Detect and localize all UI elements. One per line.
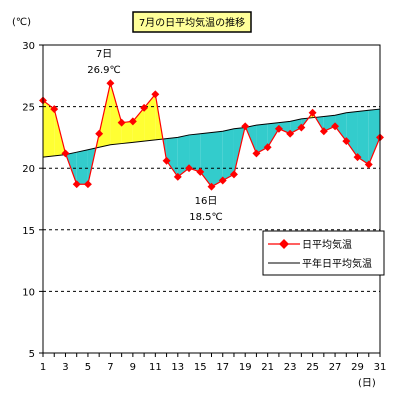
- fill-segment: [43, 100, 55, 158]
- y-tick-labels: 5 10 15 20 25 30: [22, 41, 35, 360]
- daily-point: [263, 143, 272, 152]
- daily-point: [241, 122, 250, 131]
- fill-segment: [99, 83, 111, 148]
- legend-daily-marker: [279, 239, 289, 249]
- daily-point: [117, 118, 126, 127]
- y-tick-label: 15: [22, 226, 35, 237]
- daily-point: [218, 176, 227, 185]
- daily-point: [319, 127, 328, 136]
- daily-point: [83, 180, 92, 189]
- daily-point: [196, 167, 205, 176]
- x-tick-label: 19: [239, 362, 252, 373]
- x-tick-label: 31: [374, 362, 387, 373]
- legend-daily-label: 日平均気温: [302, 238, 352, 251]
- fill-segment: [256, 123, 268, 154]
- daily-point: [364, 160, 373, 169]
- fill-segment: [132, 107, 145, 143]
- fill-segment: [222, 128, 234, 181]
- normal-series: [42, 108, 381, 158]
- fill-segment: [166, 137, 178, 177]
- x-tick-label: 21: [261, 362, 274, 373]
- fill-segment: [189, 133, 201, 172]
- fill-segment: [200, 132, 212, 187]
- x-tick-label: 29: [351, 362, 364, 373]
- daily-point: [151, 90, 160, 99]
- annotation-max-value: 26.9℃: [87, 65, 121, 76]
- annotation-max-day: 7日: [96, 49, 112, 60]
- x-tick-label: 25: [306, 362, 319, 373]
- x-tick-label: 7: [107, 362, 113, 373]
- title-box: [132, 11, 252, 33]
- gridlines: [43, 106, 380, 292]
- fill-segment: [278, 121, 291, 134]
- daily-point: [162, 156, 171, 165]
- y-tick-label: 30: [22, 41, 35, 52]
- daily-point: [185, 164, 193, 173]
- daily-series: [39, 79, 384, 191]
- daily-point: [353, 153, 362, 162]
- fill-segment: [346, 111, 358, 158]
- fill-segment: [110, 83, 122, 145]
- daily-point: [173, 172, 182, 181]
- fill-segment: [211, 131, 223, 187]
- x-tick-label: 23: [284, 362, 297, 373]
- normal-series-line: [42, 108, 381, 158]
- fill-segment: [177, 134, 190, 177]
- daily-point: [252, 149, 261, 158]
- y-tick-label: 20: [22, 164, 35, 175]
- x-tick-label: 17: [216, 362, 229, 373]
- x-tick-label: 11: [149, 362, 162, 373]
- x-tick-label: 5: [85, 362, 91, 373]
- x-axis-unit: (日): [358, 378, 376, 389]
- annotation-min-value: 18.5℃: [189, 212, 223, 223]
- fill-segment: [357, 110, 369, 165]
- x-tick-label: 27: [329, 362, 342, 373]
- difference-fills: [43, 83, 380, 187]
- y-tick-label: 25: [22, 103, 35, 114]
- x-tick-labels: 1 3 5 7 9 11 13 15 17 19 21 23 25 27 29 31: [40, 362, 387, 373]
- fill-segment: [144, 94, 156, 142]
- fill-segment: [335, 112, 347, 142]
- daily-point: [106, 79, 115, 88]
- x-tick-label: 15: [194, 362, 207, 373]
- y-axis-unit: (℃): [12, 17, 31, 28]
- x-tick-label: 3: [62, 362, 68, 373]
- y-tick-label: 5: [29, 349, 35, 360]
- fill-segment: [368, 109, 380, 165]
- legend-box: [262, 230, 385, 276]
- y-tick-label: 10: [22, 287, 35, 298]
- daily-point: [207, 182, 216, 191]
- legend-normal-label: 平年日平均気温: [302, 257, 372, 270]
- fill-segment: [121, 121, 133, 144]
- fill-segment: [290, 118, 302, 134]
- legend: 日平均気温 平年日平均気温: [262, 230, 385, 276]
- axes: [39, 44, 381, 357]
- daily-point: [286, 129, 295, 138]
- fill-segment: [76, 149, 88, 185]
- daily-point: [230, 170, 238, 179]
- annotation-min-day: 16日: [195, 196, 218, 207]
- daily-point: [342, 137, 351, 146]
- daily-point: [95, 129, 104, 138]
- chart-title: 7月の日平均気温の推移: [139, 16, 245, 29]
- x-tick-label: 9: [130, 362, 136, 373]
- x-tick-label: 13: [171, 362, 184, 373]
- x-tick-label: 1: [40, 362, 46, 373]
